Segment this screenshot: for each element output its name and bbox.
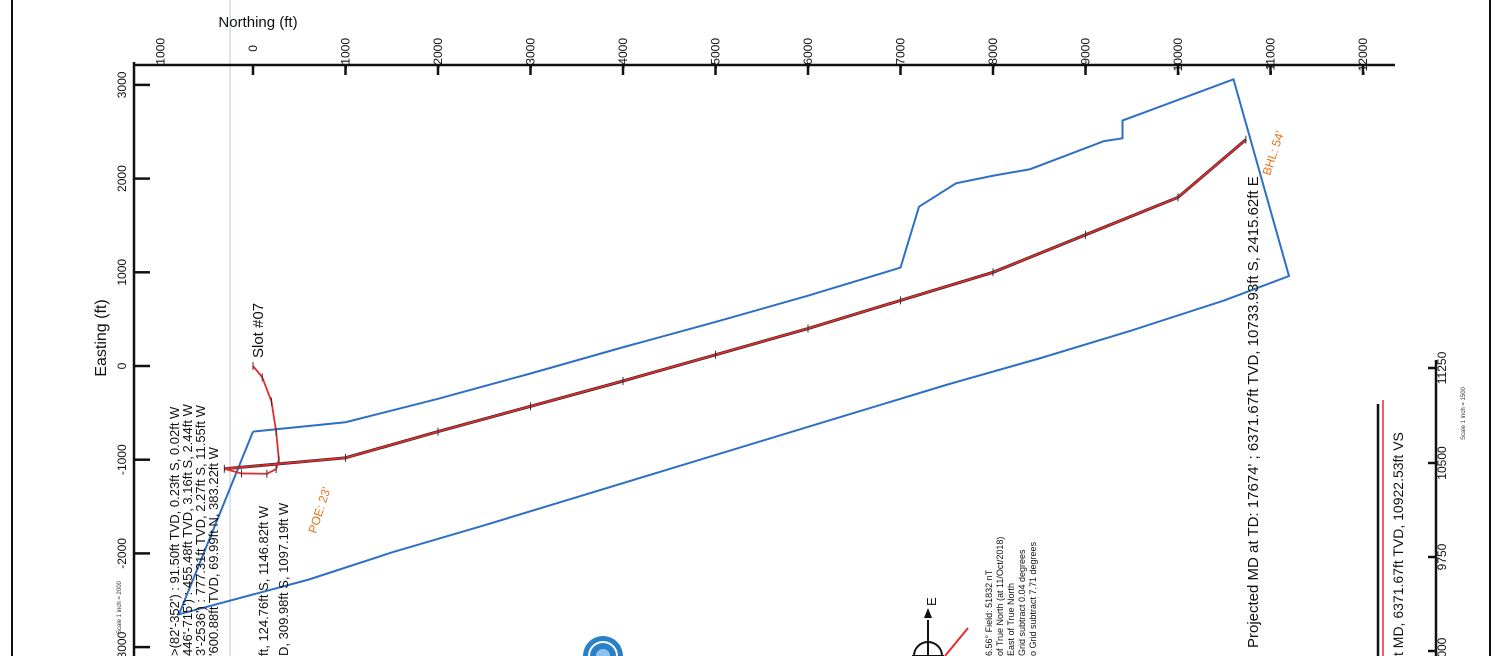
northing-tick-label: -1000 — [339, 38, 353, 69]
northing-tick-label: -9000 — [1079, 38, 1093, 69]
magnetic-note-3: East of True North — [1006, 583, 1016, 656]
northing-tick-label: -5000 — [709, 38, 723, 69]
northing-tick-label: -7000 — [894, 38, 908, 69]
actual-trajectory — [224, 138, 1247, 475]
easting-tick-label: 0 — [115, 362, 129, 369]
northing-tick-label: -11000 — [1264, 38, 1278, 75]
northing-tick-label: -3000 — [524, 38, 538, 69]
vs-tick-label: 9000 — [1435, 637, 1449, 656]
survey-line-1: >(82'-352') : 91.50ft TVD, 0.23ft S, 0.0… — [167, 406, 182, 656]
vertical-section-chart: 9000 9750 10500 11250 — [1376, 351, 1449, 656]
trajectory-points — [223, 135, 1247, 478]
point-a-label: ft, 124.76ft S, 1146.82ft W — [256, 505, 271, 656]
magnetic-note-2: of True North (at 11/Oct/2018) — [995, 537, 1005, 656]
planned-trajectory — [224, 138, 1247, 471]
poe-label: POE: 23' — [306, 485, 334, 535]
easting-tick-label: -2000 — [115, 538, 129, 569]
compass-label: E — [924, 597, 939, 606]
point-b-label: D, 309.98ft S, 1097.19ft W — [276, 502, 291, 656]
northing-tick-label: 0 — [246, 45, 260, 52]
easting-tick-label: 3000 — [115, 71, 129, 98]
scale-note-left: Scale 1 inch = 2000 — [117, 580, 123, 634]
magnetic-note-5: o Grid subtract 7.71 degrees — [1028, 541, 1038, 656]
northing-tick-label: -4000 — [616, 38, 630, 69]
easting-tick-label: -1000 — [115, 444, 129, 475]
northing-tick-label: -6000 — [801, 38, 815, 69]
company-logo — [583, 636, 623, 656]
easting-axis-title: Easting (ft) — [93, 299, 110, 376]
northing-tick-label: 1000 — [154, 38, 168, 65]
lease-boundary — [177, 77, 1291, 616]
northing-tick-label: -8000 — [986, 38, 1000, 69]
northing-axis-title: Northing (ft) — [218, 14, 297, 31]
easting-tick-label: -3000 — [115, 631, 129, 656]
scale-note-right: Scale 1 inch = 1500 — [1461, 386, 1467, 440]
vs-tick-label: 11250 — [1435, 351, 1449, 384]
bhl-label: BHL: 54' — [1260, 129, 1287, 177]
vs-ticks: 9000 9750 10500 11250 — [1428, 351, 1449, 656]
easting-tick-label: 2000 — [115, 165, 129, 192]
slot-label: Slot #07 — [250, 303, 267, 358]
northing-tick-label: -10000 — [1171, 38, 1185, 76]
magnetic-note-4: Grid subtract 0.04 degrees — [1017, 549, 1027, 656]
projected-md-label: Projected MD at TD: 17674' ; 6371.67ft T… — [1245, 176, 1262, 648]
northing-ticks: 1000 0 -1000 -2000 -3000 -4000 -5000 -6000 -7000… — [154, 38, 1371, 76]
northing-tick-label: -12000 — [1356, 38, 1370, 76]
vs-tick-label: 10500 — [1435, 446, 1449, 480]
magnetic-notes: 6.56° Field: 51832 nT of True North (at … — [984, 537, 1038, 656]
vs-tick-label: 9750 — [1435, 543, 1449, 570]
magnetic-note-1: 6.56° Field: 51832 nT — [984, 569, 994, 656]
survey-line-2: 446'-715') : 455.48ft TVD, 3.16ft S, 2.4… — [180, 403, 195, 656]
vs-label: t MD, 6371.67ft TVD, 10922.53ft VS — [1390, 432, 1406, 656]
compass-icon — [912, 608, 969, 656]
northing-tick-label: -2000 — [431, 38, 445, 69]
easting-tick-label: 1000 — [115, 259, 129, 286]
easting-ticks: 3000 2000 1000 0 -1000 -2000 -3000 — [115, 71, 150, 656]
survey-line-3: 3'-2536') : 777.31ft TVD, 2.27ft S, 11.5… — [193, 404, 208, 656]
survey-line-4: '600.88ft TVD, 69.99ft N, 383.22ft W — [206, 446, 221, 656]
